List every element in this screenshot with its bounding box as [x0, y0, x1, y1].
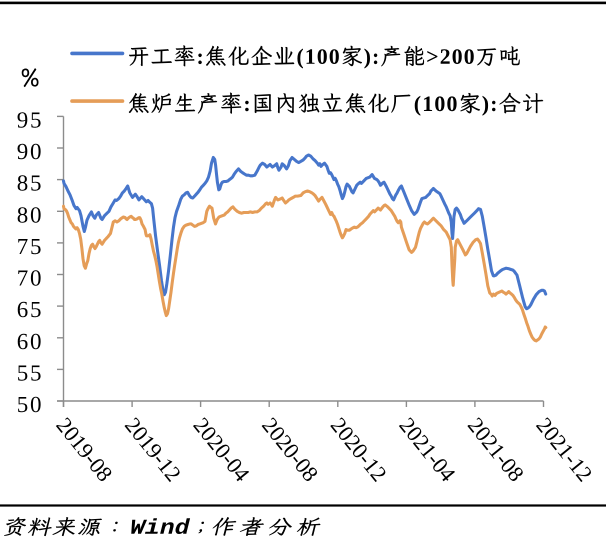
- svg-text:85: 85: [17, 171, 44, 196]
- svg-text:80: 80: [17, 202, 44, 227]
- svg-text:75: 75: [17, 234, 44, 259]
- svg-text:60: 60: [17, 329, 44, 354]
- svg-text:55: 55: [17, 360, 44, 385]
- svg-text:95: 95: [17, 107, 44, 132]
- svg-text:65: 65: [17, 297, 44, 322]
- svg-text:70: 70: [17, 266, 44, 291]
- svg-text:90: 90: [17, 139, 44, 164]
- svg-text:50: 50: [17, 392, 44, 417]
